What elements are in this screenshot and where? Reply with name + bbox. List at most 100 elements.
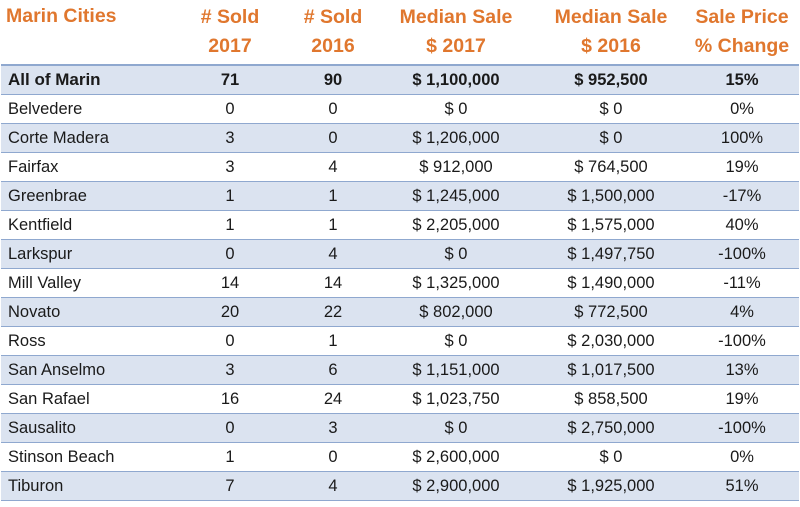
median-2017-cell: $ 1,100,000 [375,64,537,95]
header-median-2016-line1: Median Sale [554,6,668,28]
sold-2017-cell: 0 [169,239,291,269]
sold-2016-cell: 6 [291,355,375,385]
header-median-2016: Median Sale $ 2016 [537,0,685,66]
median-2016-cell: $ 1,575,000 [537,210,685,240]
price-change-cell: 19% [685,152,799,182]
sold-2017-cell: 1 [169,442,291,472]
city-cell: San Rafael [1,384,169,414]
sold-2016-cell: 0 [291,442,375,472]
city-cell: Corte Madera [1,123,169,153]
city-cell: Ross [1,326,169,356]
median-2016-cell: $ 1,925,000 [537,471,685,501]
header-price-change: Sale Price % Change [685,0,799,66]
sold-2016-cell: 90 [291,64,375,95]
sold-2016-cell: 4 [291,471,375,501]
table-row: Sausalito 0 3 $ 0 $ 2,750,000 -100% [1,413,799,443]
sold-2017-cell: 0 [169,94,291,124]
median-2016-cell: $ 0 [537,442,685,472]
sold-2016-cell: 14 [291,268,375,298]
median-2017-cell: $ 0 [375,94,537,124]
price-change-cell: 51% [685,471,799,501]
header-sold-2017-line1: # Sold [200,6,260,28]
price-change-cell: 4% [685,297,799,327]
sold-2016-cell: 4 [291,239,375,269]
table-row: Larkspur 0 4 $ 0 $ 1,497,750 -100% [1,239,799,269]
city-cell: Larkspur [1,239,169,269]
price-change-cell: 100% [685,123,799,153]
header-median-2017-line1: Median Sale [399,6,513,28]
sold-2016-cell: 1 [291,326,375,356]
price-change-cell: -100% [685,239,799,269]
sold-2016-cell: 3 [291,413,375,443]
sold-2017-cell: 71 [169,64,291,95]
sold-2017-cell: 3 [169,123,291,153]
city-cell: Kentfield [1,210,169,240]
price-change-cell: -11% [685,268,799,298]
header-median-2017: Median Sale $ 2017 [375,0,537,66]
median-2016-cell: $ 0 [537,123,685,153]
sold-2017-cell: 16 [169,384,291,414]
sold-2017-cell: 0 [169,413,291,443]
header-price-change-line1: Sale Price [695,6,789,28]
price-change-cell: -17% [685,181,799,211]
sold-2016-cell: 1 [291,210,375,240]
median-2016-cell: $ 1,497,750 [537,239,685,269]
table-row: Mill Valley 14 14 $ 1,325,000 $ 1,490,000 -11… [1,268,799,298]
sold-2017-cell: 1 [169,181,291,211]
median-2017-cell: $ 1,245,000 [375,181,537,211]
header-sold-2017: # Sold 2017 [169,0,291,66]
sold-2016-cell: 0 [291,123,375,153]
city-cell: Stinson Beach [1,442,169,472]
table-row: Fairfax 3 4 $ 912,000 $ 764,500 19% [1,152,799,182]
sold-2017-cell: 7 [169,471,291,501]
median-2017-cell: $ 1,206,000 [375,123,537,153]
header-city-line1: Marin Cities [6,5,117,27]
price-change-cell: 0% [685,442,799,472]
median-2017-cell: $ 1,325,000 [375,268,537,298]
price-change-cell: 19% [685,384,799,414]
header-sold-2017-line2: 2017 [208,35,252,57]
median-2017-cell: $ 2,600,000 [375,442,537,472]
city-cell: Mill Valley [1,268,169,298]
median-2016-cell: $ 1,490,000 [537,268,685,298]
table-row: Stinson Beach 1 0 $ 2,600,000 $ 0 0% [1,442,799,472]
city-cell: Novato [1,297,169,327]
median-2017-cell: $ 0 [375,326,537,356]
sold-2017-cell: 1 [169,210,291,240]
median-2017-cell: $ 1,023,750 [375,384,537,414]
header-row: Marin Cities # Sold 2017 # Sold 2016 Med… [1,0,799,66]
table-row: Belvedere 0 0 $ 0 $ 0 0% [1,94,799,124]
header-sold-2016: # Sold 2016 [291,0,375,66]
median-2016-cell: $ 952,500 [537,64,685,95]
table-row: Kentfield 1 1 $ 2,205,000 $ 1,575,000 40% [1,210,799,240]
median-2017-cell: $ 0 [375,413,537,443]
sold-2017-cell: 20 [169,297,291,327]
median-2016-cell: $ 858,500 [537,384,685,414]
city-cell: Tiburon [1,471,169,501]
sold-2017-cell: 3 [169,355,291,385]
table-row: Ross 0 1 $ 0 $ 2,030,000 -100% [1,326,799,356]
table-row: San Rafael 16 24 $ 1,023,750 $ 858,500 19% [1,384,799,414]
header-median-2017-line2: $ 2017 [426,35,486,57]
city-cell: Greenbrae [1,181,169,211]
table-row: All of Marin 71 90 $ 1,100,000 $ 952,500 15% [1,64,799,95]
city-cell: San Anselmo [1,355,169,385]
city-cell: Sausalito [1,413,169,443]
header-sold-2016-line1: # Sold [303,6,363,28]
price-change-cell: -100% [685,326,799,356]
sold-2016-cell: 4 [291,152,375,182]
price-change-cell: -100% [685,413,799,443]
header-price-change-line2: % Change [694,35,790,57]
header-city: Marin Cities [1,0,169,66]
sold-2016-cell: 0 [291,94,375,124]
median-2016-cell: $ 2,750,000 [537,413,685,443]
median-2017-cell: $ 1,151,000 [375,355,537,385]
header-sold-2016-line2: 2016 [311,35,355,57]
table-row: Greenbrae 1 1 $ 1,245,000 $ 1,500,000 -17% [1,181,799,211]
sold-2017-cell: 14 [169,268,291,298]
city-cell: All of Marin [1,64,169,95]
median-2016-cell: $ 2,030,000 [537,326,685,356]
sold-2016-cell: 24 [291,384,375,414]
